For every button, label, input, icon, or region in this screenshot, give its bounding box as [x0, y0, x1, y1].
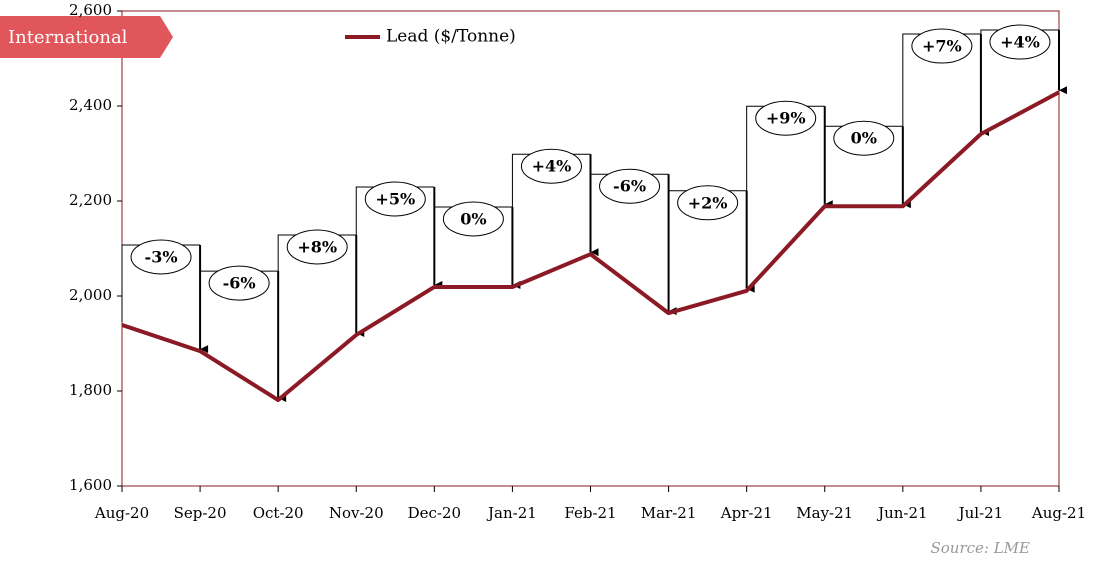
change-label: -6%	[223, 274, 256, 293]
source: Source: LME	[930, 539, 1030, 557]
change-label: +4%	[1000, 33, 1040, 52]
change-bubble	[520, 148, 582, 184]
change-label: +4%	[532, 157, 572, 176]
change-bubble	[677, 185, 739, 221]
change-bubble	[208, 265, 270, 301]
badge: International	[8, 27, 128, 48]
x-tick-label: Aug-21	[1031, 504, 1086, 522]
x-tick-label: Feb-21	[564, 504, 616, 522]
change-bubble	[911, 28, 973, 64]
change-bubble	[989, 24, 1051, 60]
change-label: +7%	[922, 37, 962, 56]
change-bubble	[599, 168, 661, 204]
change-bubble	[755, 100, 817, 136]
line	[121, 90, 1060, 403]
change-label: -3%	[145, 247, 178, 266]
change-label: 0%	[460, 209, 486, 228]
badge-bg	[0, 16, 173, 58]
change-bubble	[364, 181, 426, 217]
x-tick-label: May-21	[796, 504, 853, 522]
y-tick-label: 2,000	[69, 286, 112, 304]
y-tick-label: 1,800	[69, 381, 112, 399]
change-label: -6%	[613, 177, 646, 196]
x-tick-label: Jan-21	[486, 504, 537, 522]
change-label: 0%	[851, 129, 877, 148]
change-label: +5%	[375, 189, 415, 208]
change-label: +2%	[688, 193, 728, 212]
x-tick-label: Jun-21	[876, 504, 928, 522]
x-tick-label: Dec-20	[408, 504, 461, 522]
change-bubble	[833, 120, 895, 156]
x-tick-label: Oct-20	[253, 504, 304, 522]
x-tick-label: Nov-20	[329, 504, 384, 522]
change-bubble	[286, 229, 348, 265]
change-label: +8%	[297, 237, 337, 256]
x-tick-label: Sep-20	[174, 504, 227, 522]
x-tick-label: Aug-20	[94, 504, 149, 522]
x-tick-label: Apr-21	[720, 504, 773, 522]
x-tick-label: Jul-21	[957, 504, 1004, 522]
change-label: +9%	[766, 109, 806, 128]
change-bubble	[442, 201, 504, 237]
y-tick-label: 2,200	[69, 191, 112, 209]
y-tick-label: 1,600	[69, 476, 112, 494]
legend-label: Lead ($/Tonne)	[386, 27, 516, 47]
y-tick-label: 2,400	[69, 96, 112, 114]
x-tick-label: Mar-21	[641, 504, 697, 522]
change-bubble	[130, 239, 192, 275]
y-tick-label: 2,600	[69, 1, 112, 19]
